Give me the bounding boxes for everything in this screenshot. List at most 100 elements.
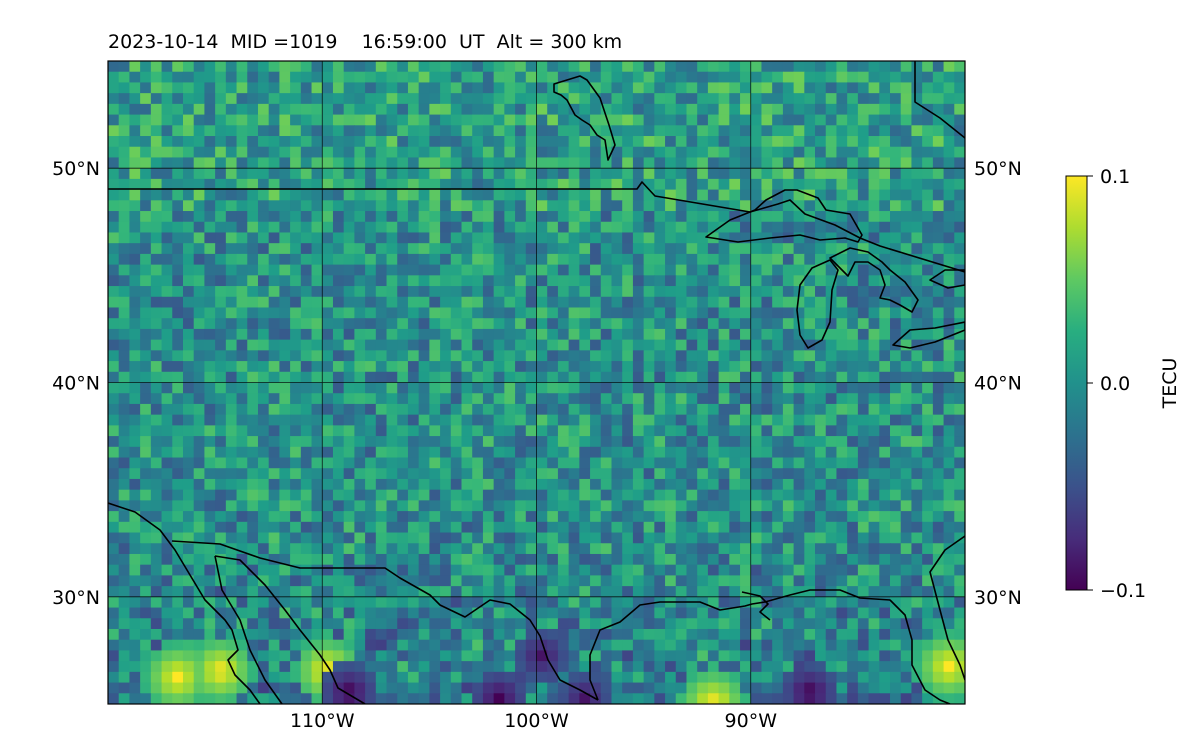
heat-cell <box>204 361 216 373</box>
heat-cell <box>600 650 613 662</box>
heat-cell <box>772 414 784 426</box>
heat-cell <box>804 500 816 512</box>
heat-cell <box>375 221 388 234</box>
heat-cell <box>300 328 313 341</box>
heat-cell <box>547 511 559 523</box>
heat-cell <box>461 178 473 191</box>
heat-cell <box>215 543 227 555</box>
heat-cell <box>182 618 195 630</box>
heat-cell <box>472 307 484 319</box>
heat-cell <box>204 307 216 319</box>
heat-cell <box>804 253 816 266</box>
heat-cell <box>236 661 248 673</box>
heat-cell <box>268 575 280 587</box>
heat-cell <box>493 221 505 234</box>
heat-cell <box>911 243 923 255</box>
x-tick-label: 90°W <box>725 710 778 732</box>
heat-cell <box>429 532 441 544</box>
heat-cell <box>118 436 131 448</box>
heat-cell <box>922 403 934 416</box>
heat-cell <box>386 425 398 437</box>
heat-cell <box>740 286 752 298</box>
heat-cell <box>493 586 505 598</box>
heat-cell <box>922 478 934 491</box>
heat-cell <box>472 553 484 566</box>
heat-cell <box>686 275 698 287</box>
heat-cell <box>622 468 634 480</box>
heat-cell <box>890 232 902 244</box>
heat-cell <box>750 93 763 105</box>
heat-cell <box>204 286 216 298</box>
heat-cell <box>504 178 516 191</box>
heat-cell <box>354 296 366 309</box>
heat-cell <box>493 61 505 73</box>
heat-cell <box>407 468 420 480</box>
heat-cell <box>236 596 248 609</box>
heat-cell <box>129 339 141 351</box>
heat-cell <box>707 61 720 73</box>
heat-cell <box>536 82 548 94</box>
heat-cell <box>804 125 816 137</box>
heat-cell <box>354 575 366 587</box>
heat-cell <box>150 650 163 662</box>
heat-cell <box>150 189 163 201</box>
heat-cell <box>300 178 313 191</box>
heat-cell <box>386 682 398 694</box>
heat-cell <box>300 682 313 694</box>
heat-cell <box>911 178 923 191</box>
heat-cell <box>140 371 152 384</box>
heat-cell <box>793 275 805 287</box>
heat-cell <box>868 607 880 619</box>
heat-cell <box>257 371 270 384</box>
heat-cell <box>943 489 955 501</box>
heat-cell <box>932 414 945 426</box>
heat-cell <box>868 500 880 512</box>
heat-cell <box>804 211 816 223</box>
heat-cell <box>450 275 463 287</box>
heat-cell <box>740 200 752 212</box>
heat-cell <box>386 286 398 298</box>
heat-cell <box>300 618 313 630</box>
heat-cell <box>557 489 570 501</box>
heat-cell <box>236 157 248 169</box>
heat-cell <box>450 468 463 480</box>
heat-cell <box>161 468 173 480</box>
heat-cell <box>429 607 441 619</box>
heat-cell <box>150 693 163 704</box>
heat-cell <box>290 232 302 244</box>
heat-cell <box>697 628 709 641</box>
heat-cell <box>118 393 131 405</box>
heat-cell <box>836 307 848 319</box>
heat-cell <box>354 157 366 169</box>
heat-cell <box>375 403 388 416</box>
heat-cell <box>332 264 345 276</box>
heat-cell <box>857 82 870 94</box>
heat-cell <box>108 403 120 416</box>
heat-cell <box>343 211 355 223</box>
heat-cell <box>129 221 141 234</box>
heat-cell <box>461 82 473 94</box>
heat-cell <box>365 436 377 448</box>
heat-cell <box>740 328 752 341</box>
heat-cell <box>407 361 420 373</box>
heat-cell <box>407 189 420 201</box>
heat-cell <box>911 232 923 244</box>
heat-cell <box>493 650 505 662</box>
heat-cell <box>857 382 870 394</box>
heat-cell <box>622 500 634 512</box>
heat-cell <box>547 457 559 469</box>
heat-cell <box>332 543 345 555</box>
heat-cell <box>836 425 848 437</box>
heat-cell <box>193 328 206 341</box>
heat-cell <box>761 532 773 544</box>
heat-cell <box>793 586 805 598</box>
heat-cell <box>172 318 184 330</box>
heat-cell <box>108 521 120 534</box>
heat-cell <box>718 178 730 191</box>
heat-cell <box>675 489 688 501</box>
heat-cell <box>890 103 902 116</box>
heat-cell <box>461 618 473 630</box>
heat-cell <box>118 564 131 576</box>
heat-cell <box>772 661 784 673</box>
heat-cell <box>847 296 859 309</box>
